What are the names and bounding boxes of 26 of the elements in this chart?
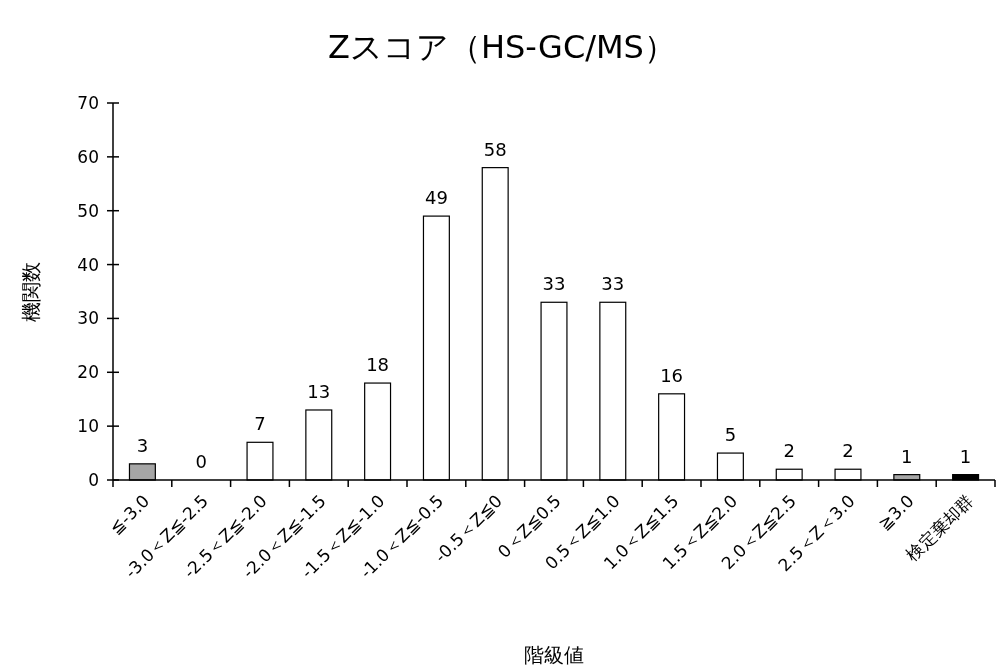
data-label: 5 <box>724 424 737 446</box>
y-tick-label: 10 <box>77 416 99 437</box>
data-label: 1 <box>959 445 972 467</box>
y-tick-label: 60 <box>77 146 99 167</box>
data-label: 58 <box>483 138 507 160</box>
data-label: 49 <box>424 187 448 209</box>
data-label: 2 <box>783 440 795 462</box>
data-label: 33 <box>601 273 625 295</box>
data-label: 2 <box>842 440 854 462</box>
y-tick-label: 30 <box>77 308 99 329</box>
y-tick-label: 50 <box>77 200 99 221</box>
y-tick-label: 40 <box>77 254 99 275</box>
y-tick-label: 0 <box>88 470 99 490</box>
data-label: 7 <box>254 413 266 435</box>
data-label: 33 <box>542 273 566 295</box>
data-label: 13 <box>307 380 331 402</box>
data-label: 1 <box>901 445 913 467</box>
y-tick-label: 70 <box>77 93 99 113</box>
x-axis-title: 階級値 <box>524 643 584 667</box>
chart-title: Zスコア（HS-GC/MS） <box>328 28 676 66</box>
data-label: 3 <box>136 434 149 456</box>
data-label: 18 <box>366 354 390 376</box>
y-axis-title: 機関数 <box>19 261 43 322</box>
data-label: 0 <box>195 451 207 472</box>
y-tick-label: 20 <box>77 362 99 383</box>
data-label: 16 <box>660 364 684 386</box>
